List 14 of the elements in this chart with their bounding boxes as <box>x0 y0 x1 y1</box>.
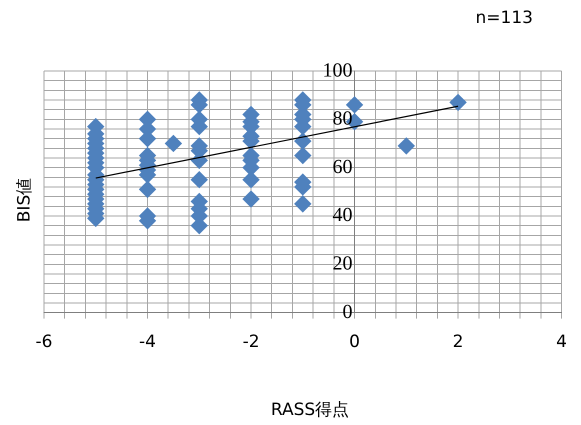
y-tick-label: 20 <box>332 252 353 275</box>
x-tick-label: -4 <box>139 332 156 352</box>
x-axis-title: RASS得点 <box>270 399 350 421</box>
y-tick-label: 100 <box>322 59 353 82</box>
y-tick-label: 40 <box>332 204 353 226</box>
y-tick-label: 60 <box>332 156 353 178</box>
y-tick-label: 0 <box>342 300 353 323</box>
x-tick-label: -2 <box>242 332 260 352</box>
x-tick-label: 2 <box>452 332 464 352</box>
text: n=113 <box>476 8 533 28</box>
x-tick-label: 4 <box>556 332 568 352</box>
x-tick-label: -6 <box>36 332 52 352</box>
y-axis-title: BIS値 <box>14 178 36 222</box>
y-tick-label: 80 <box>332 108 353 130</box>
